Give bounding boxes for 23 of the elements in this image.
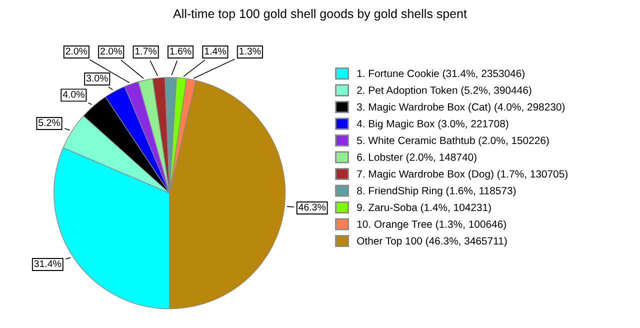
- data-label: 1.4%: [204, 48, 226, 55]
- chart-title: All-time top 100 gold shell goods by gold shells spent: [173, 8, 467, 21]
- data-label: 31.4%: [34, 260, 62, 268]
- data-label: 1.3%: [240, 48, 261, 55]
- data-label: 3.0%: [86, 74, 108, 82]
- data-label: 1.6%: [170, 48, 192, 55]
- legend-label: 5. White Ceramic Bathtub (2.0%, 150226): [357, 136, 549, 146]
- legend-label: 2. Pet Adoption Token (5.2%, 390446): [357, 86, 532, 96]
- legend-label: 7. Magic Wardrobe Box (Dog) (1.7%, 130705): [357, 170, 568, 180]
- legend-label: 9. Zaru-Soba (1.4%, 104231): [357, 203, 491, 214]
- data-label: 2.0%: [66, 48, 88, 55]
- legend-label: 4. Big Magic Box (3.0%, 221708): [356, 120, 508, 130]
- legend-label: 3. Magic Wardrobe Box (Cat) (4.0%, 298230): [357, 103, 565, 113]
- data-label: 1.7%: [135, 48, 157, 55]
- legend-label: 1. Fortune Cookie (31.4%, 2353046): [357, 70, 524, 80]
- data-label: 2.0%: [100, 48, 122, 55]
- legend-label: 10. Orange Tree (1.3%, 100646): [357, 220, 506, 230]
- legend-label: 8. FriendShip Ring (1.6%, 118573): [357, 186, 516, 196]
- legend-label: 6. Lobster (2.0%, 148740): [357, 153, 476, 163]
- legend-label: Other Top 100 (46.3%, 3465711): [357, 236, 507, 247]
- data-label: 46.3%: [298, 204, 326, 211]
- data-label: 5.2%: [38, 119, 60, 126]
- data-label: 4.0%: [62, 90, 84, 98]
